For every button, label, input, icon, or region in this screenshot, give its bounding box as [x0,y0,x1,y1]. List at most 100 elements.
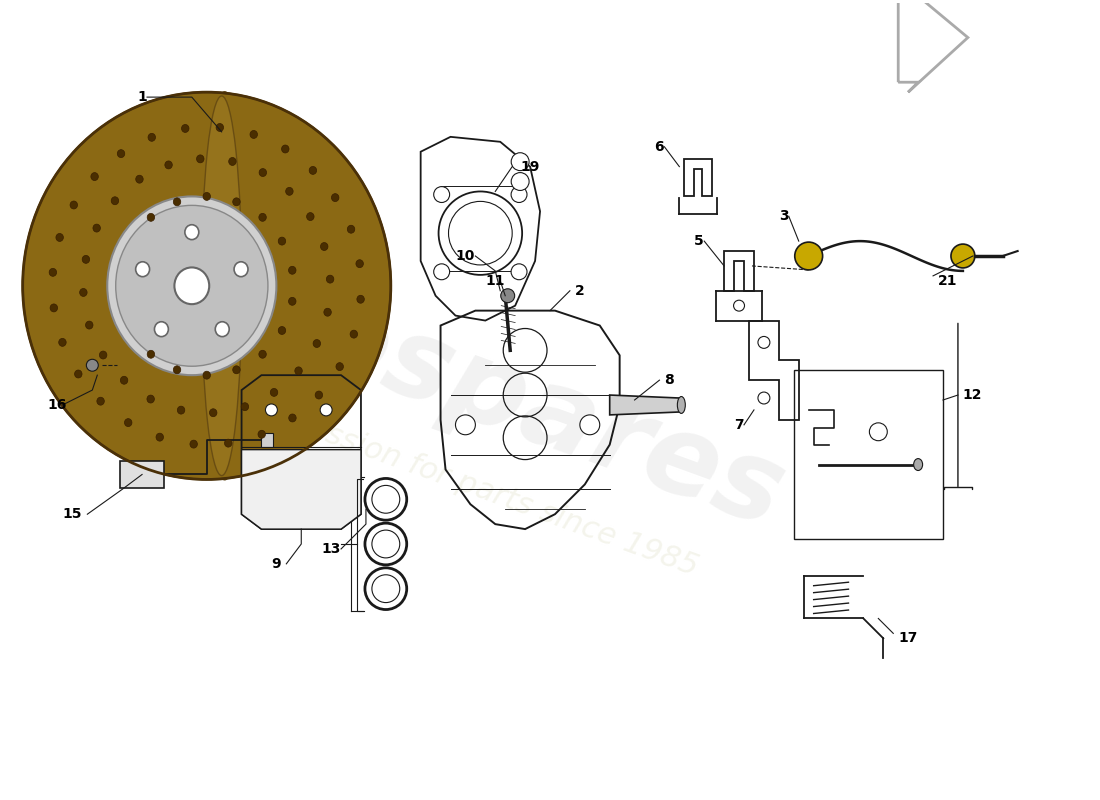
Ellipse shape [50,268,56,276]
Ellipse shape [201,96,242,475]
Ellipse shape [314,339,320,347]
Ellipse shape [99,351,107,359]
Ellipse shape [914,458,923,470]
Circle shape [734,300,745,311]
Text: 3: 3 [779,210,789,223]
Ellipse shape [70,201,77,209]
Circle shape [580,415,600,434]
Ellipse shape [58,338,66,346]
Ellipse shape [316,391,322,399]
Ellipse shape [185,225,199,240]
Ellipse shape [97,398,104,405]
Ellipse shape [23,92,390,479]
Ellipse shape [350,330,358,338]
Ellipse shape [356,295,364,303]
Text: 6: 6 [654,140,664,154]
Ellipse shape [135,175,143,183]
Ellipse shape [307,213,315,221]
FancyBboxPatch shape [120,461,164,488]
Ellipse shape [135,262,150,277]
Circle shape [869,423,888,441]
Ellipse shape [148,134,155,142]
Ellipse shape [174,198,180,206]
Text: 12: 12 [962,388,982,402]
Ellipse shape [124,418,132,426]
Text: 13: 13 [321,542,341,556]
Circle shape [512,153,529,170]
Ellipse shape [182,125,189,133]
Circle shape [265,404,277,416]
Text: 11: 11 [485,274,505,288]
Ellipse shape [175,267,209,304]
Ellipse shape [82,255,89,263]
Circle shape [512,186,527,202]
Ellipse shape [147,350,155,358]
Ellipse shape [678,397,685,414]
Ellipse shape [197,155,204,163]
Ellipse shape [111,197,119,205]
Ellipse shape [86,321,94,329]
Ellipse shape [91,173,98,181]
Ellipse shape [356,260,363,268]
Ellipse shape [336,362,343,370]
Circle shape [320,404,332,416]
Bar [262,433,274,446]
Text: 10: 10 [455,249,475,263]
Ellipse shape [233,366,240,374]
Ellipse shape [229,158,236,166]
Text: 5: 5 [694,234,704,248]
Polygon shape [242,450,361,529]
Ellipse shape [260,169,266,177]
Ellipse shape [288,414,296,422]
Ellipse shape [320,242,328,250]
Ellipse shape [309,166,317,174]
Text: 2: 2 [575,284,584,298]
Ellipse shape [241,402,249,410]
Ellipse shape [202,92,246,479]
Ellipse shape [278,326,286,334]
Ellipse shape [258,214,266,222]
Ellipse shape [165,161,173,169]
Ellipse shape [204,371,210,379]
Ellipse shape [323,308,331,316]
Ellipse shape [116,206,268,366]
Text: 9: 9 [272,557,280,571]
Circle shape [87,359,98,371]
Circle shape [455,415,475,434]
Ellipse shape [147,395,154,403]
Text: 17: 17 [899,631,917,646]
Ellipse shape [174,366,180,374]
Ellipse shape [204,193,210,200]
Ellipse shape [216,123,223,131]
Ellipse shape [75,370,82,378]
Text: 15: 15 [63,507,82,522]
Ellipse shape [56,234,64,242]
Ellipse shape [92,224,100,232]
Text: a passion for parts since 1985: a passion for parts since 1985 [258,397,702,582]
Text: 16: 16 [47,398,67,412]
Ellipse shape [278,237,286,245]
Ellipse shape [271,389,278,396]
Ellipse shape [216,322,229,337]
Ellipse shape [234,262,248,277]
Ellipse shape [156,433,164,441]
Ellipse shape [209,409,217,417]
Circle shape [952,244,975,268]
Ellipse shape [258,350,266,358]
Ellipse shape [118,150,124,158]
Ellipse shape [258,430,265,438]
Ellipse shape [282,145,289,153]
Text: 19: 19 [520,160,539,174]
Ellipse shape [250,130,257,138]
Text: 7: 7 [734,418,744,432]
Text: 21: 21 [938,274,957,288]
Text: 8: 8 [664,373,674,387]
Ellipse shape [51,304,57,312]
Circle shape [512,173,529,190]
Ellipse shape [147,214,155,222]
Circle shape [500,289,515,302]
Text: eurospares: eurospares [102,210,799,550]
Ellipse shape [288,298,296,306]
Ellipse shape [224,439,232,447]
Ellipse shape [233,198,240,206]
